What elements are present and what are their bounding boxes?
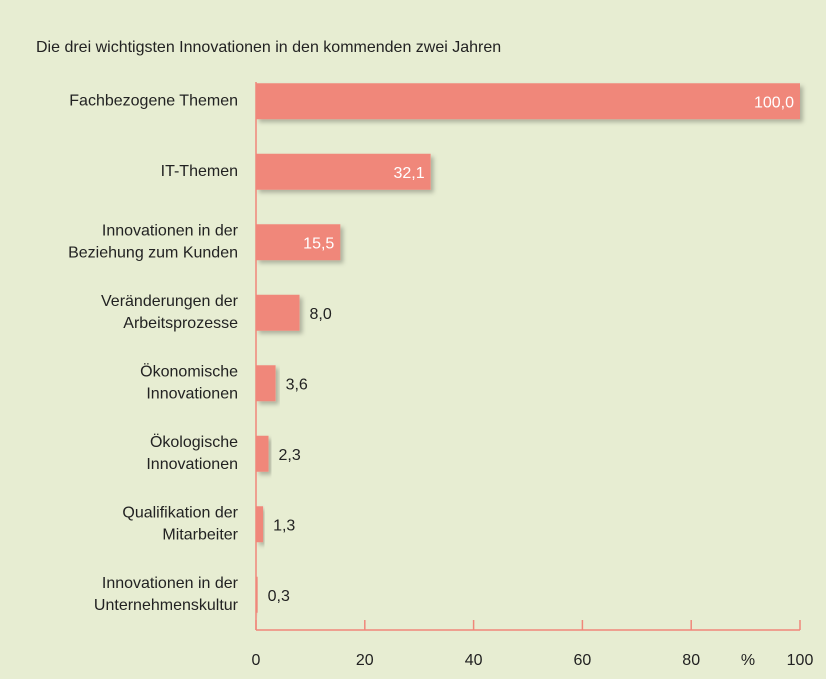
bar bbox=[256, 576, 258, 613]
x-tick-label: 0 bbox=[252, 652, 261, 669]
bar bbox=[256, 83, 800, 120]
category-label: Ökologische bbox=[150, 433, 238, 451]
category-label: Unternehmenskultur bbox=[94, 597, 239, 614]
category-label: Mitarbeiter bbox=[162, 526, 238, 543]
category-label: Innovationen bbox=[146, 456, 238, 473]
value-label: 2,3 bbox=[279, 447, 301, 464]
value-label: 3,6 bbox=[286, 376, 308, 393]
category-label: Innovationen in der bbox=[102, 222, 239, 239]
x-axis-unit: % bbox=[741, 652, 755, 669]
chart-title: Die drei wichtigsten Innovationen in den… bbox=[36, 39, 501, 56]
category-label: Qualifikation der bbox=[122, 504, 238, 521]
bar bbox=[256, 294, 300, 331]
x-tick-label: 80 bbox=[682, 652, 700, 669]
value-label: 100,0 bbox=[754, 94, 794, 111]
x-tick-label: 20 bbox=[356, 652, 374, 669]
category-label: Beziehung zum Kunden bbox=[68, 244, 238, 261]
value-label: 8,0 bbox=[310, 306, 332, 323]
category-label: IT-Themen bbox=[161, 163, 238, 180]
bar bbox=[256, 153, 431, 190]
bar bbox=[256, 224, 341, 261]
value-label: 0,3 bbox=[268, 588, 290, 605]
x-tick-label: 40 bbox=[465, 652, 483, 669]
category-label: Arbeitsprozesse bbox=[123, 315, 238, 332]
bar bbox=[256, 435, 269, 472]
x-tick-label: 60 bbox=[574, 652, 592, 669]
bar bbox=[256, 506, 264, 543]
value-label: 1,3 bbox=[273, 517, 295, 534]
category-label: Innovationen in der bbox=[102, 575, 239, 592]
value-label: 32,1 bbox=[393, 165, 424, 182]
x-tick-label: 100 bbox=[787, 652, 814, 669]
category-label: Innovationen bbox=[146, 385, 238, 402]
value-label: 15,5 bbox=[303, 235, 334, 252]
category-label: Veränderungen der bbox=[101, 293, 239, 310]
category-label: Ökonomische bbox=[140, 362, 238, 380]
bar bbox=[256, 365, 276, 402]
category-label: Fachbezogene Themen bbox=[69, 92, 238, 109]
